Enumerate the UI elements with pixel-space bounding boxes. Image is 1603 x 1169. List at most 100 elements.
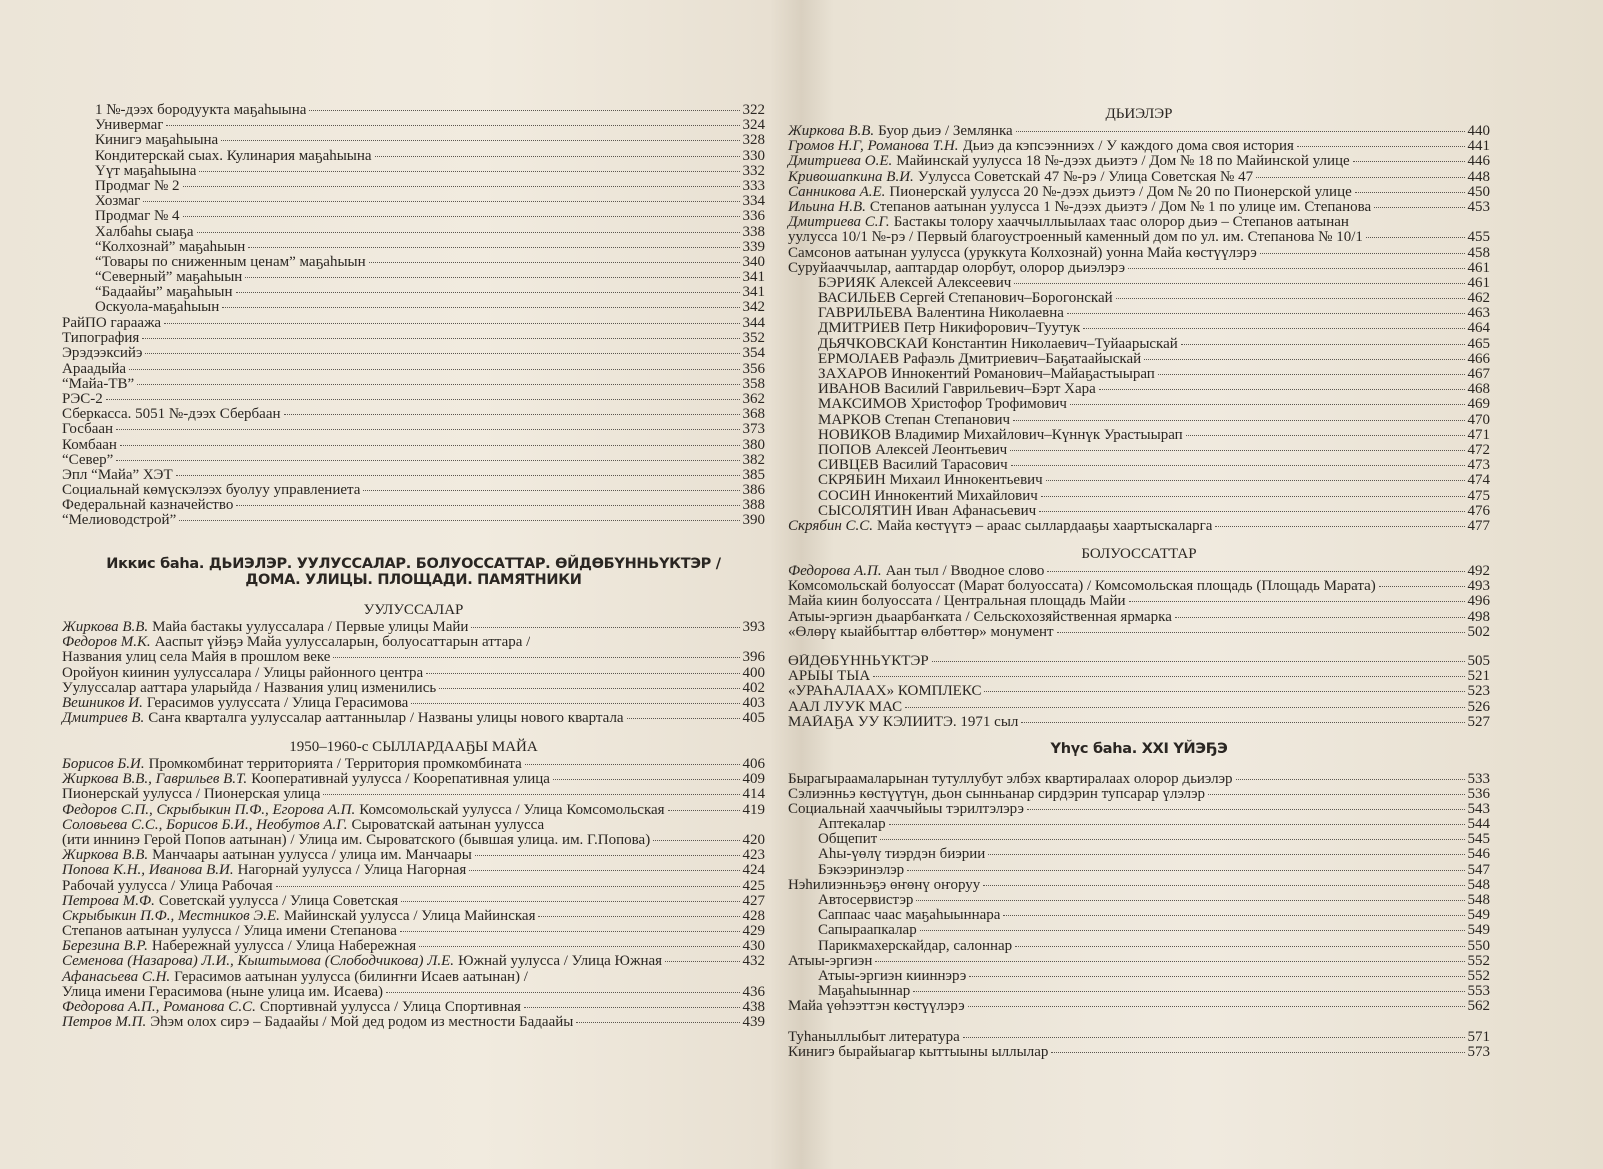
toc-entry: Атыы-эргиэн дьаарбаҥката / Сельскохозяйс…: [788, 609, 1490, 625]
entry-title: Кинигэ маҕаһыына: [95, 133, 219, 149]
entry-title: Сапыраапкалар: [818, 923, 917, 939]
entry-title: “Бадаайы” маҕаһыын: [95, 285, 233, 301]
entry-title: СИВЦЕВ Василий Тарасович: [818, 458, 1008, 474]
entry-title: уулусса 10/1 №-рэ / Первый благоустроенн…: [788, 230, 1363, 246]
toc-entry: Маҕаһыыннар 553: [788, 983, 1490, 999]
toc-entry: Ильина Н.В. Степанов аатынан уулусса 1 №-…: [788, 199, 1490, 215]
toc-entry: Скрыбыкин П.Ф., Местников Э.Е. Майинскай …: [62, 908, 765, 924]
page-number: 536: [1467, 785, 1491, 802]
toc-section: Үһүс баһа. XXI ҮЙЭҔЭ Бырагыраамаларынан т…: [788, 741, 1491, 1015]
entry-author: Семенова (Назарова) Л.И., Кыштымова (Сло…: [62, 953, 455, 970]
dot-leader: [283, 414, 740, 416]
dot-leader: [222, 307, 740, 309]
entry-title: Бэкээринэлэр: [818, 862, 905, 878]
part-heading-line: Иккис баһа. ДЬИЭЛЭР. УУЛУССАЛАР. БОЛУОСС…: [106, 556, 721, 572]
toc-entry: Комсомольскай болуоссат (Марат болуоссат…: [788, 578, 1490, 594]
dot-leader: [129, 368, 740, 370]
page-number: 427: [742, 892, 766, 909]
entry-title: Госбаан: [62, 422, 114, 438]
dot-leader: [235, 292, 740, 294]
toc-section: 1950–1960-с СЫЛЛАРДААҔЫ МАЙА Борисов Б.И.…: [62, 739, 765, 1030]
entry-title: Пионерскай уулусса / Пионерская улица: [62, 787, 321, 803]
entry-title: Саҥа кварталга уулуссалар ааттаннылар / …: [148, 711, 624, 727]
toc-entry: Соловьева С.С., Борисов Б.И., Необутов А…: [62, 817, 765, 833]
entry-title: Промкомбинат территорията / Территория п…: [148, 757, 522, 772]
dot-leader: [1010, 465, 1465, 467]
page-number: 552: [1467, 952, 1491, 969]
entry-title: Буор дьиэ / Землянка: [878, 124, 1013, 139]
toc-entry: Жиркова В.В. Буор дьиэ / Землянка 440: [788, 123, 1490, 139]
entry-title: Набережнай уулусса / Улица Набережная: [151, 939, 417, 955]
entry-title: Герасимов уулуссата / Улица Герасимова: [146, 695, 409, 711]
toc-entry: СИВЦЕВ Василий Тарасович 473: [788, 457, 1490, 474]
page-number: 441: [1467, 138, 1491, 155]
dot-leader: [875, 960, 1465, 962]
entry-title: Степанов аатынан уулусса 1 №-дээх дьиэтэ…: [869, 199, 1372, 215]
toc-entry: Атыы-эргиэн кииннэрэ 552: [788, 968, 1490, 984]
dot-leader: [1180, 343, 1465, 345]
dot-leader: [426, 672, 740, 674]
toc-entry: СЫСОЛЯТИН Иван Афанасьевич 476: [788, 503, 1490, 519]
entry-title: Кондитерскай сыах. Кулинария маҕаһыына: [95, 148, 372, 164]
toc-entry: Комбаан 380: [62, 437, 765, 453]
dot-leader: [931, 661, 1465, 662]
toc-section: Туһаныллыбыт литература 571 Кинигэ бырайыа…: [788, 1029, 1490, 1060]
page-number: 464: [1467, 320, 1491, 337]
entry-title: Майа үөһээттэн көстүүлэрэ: [788, 999, 965, 1015]
page-number: 549: [1467, 907, 1491, 924]
dot-leader: [1128, 267, 1465, 269]
page-number: 521: [1467, 668, 1491, 685]
page-number: 406: [742, 756, 766, 772]
dot-leader: [182, 185, 740, 187]
page-number: 548: [1467, 892, 1491, 908]
dot-leader: [880, 839, 1465, 841]
entry-title: Сыроватскай аатынан уулусса: [351, 817, 545, 833]
dot-leader: [386, 991, 740, 993]
page-number: 334: [742, 193, 766, 210]
page-number: 354: [742, 345, 766, 362]
page-number: 533: [1467, 770, 1491, 787]
entry-title: Туһаныллыбыт литература: [788, 1030, 960, 1045]
entry-title: Пионерскай уулусса 20 №-дээх дьиэтэ / До…: [889, 184, 1352, 200]
page-number: 505: [1467, 653, 1491, 669]
toc-entry: СОСИН Иннокентий Михайлович 475: [788, 487, 1491, 504]
dot-leader: [275, 885, 740, 887]
toc-entry: ИВАНОВ Василий Гаврильевич–Бэрт Хара 468: [788, 381, 1490, 397]
page-number: 430: [742, 938, 766, 955]
dot-leader: [164, 323, 740, 324]
dot-leader: [399, 931, 740, 933]
toc-entry: Үүт маҕаһыына 332: [62, 163, 765, 179]
entry-title: Атыы-эргиэн кииннэрэ: [818, 968, 967, 984]
toc-entry: Сберкасса. 5051 №-дээх Сбербаан 368: [62, 406, 765, 422]
page-number: 470: [1467, 411, 1491, 428]
entry-title: ЗАХАРОВ Иннокентий Романович–Майаҕастыыр…: [818, 367, 1155, 382]
entry-title: Аһы-үөлү тиэрдэн биэрии: [818, 847, 986, 863]
page-number: 402: [742, 679, 766, 696]
entry-title: Федеральнай казначейство: [62, 498, 234, 514]
page-number: 339: [742, 238, 766, 255]
toc-entry: Нэһилиэнньэҕэ өҥөнү оҥоруу 548: [788, 877, 1490, 893]
page-number: 547: [1467, 861, 1491, 878]
dot-leader: [653, 839, 740, 841]
page-number: 340: [742, 253, 766, 270]
dot-leader: [1115, 298, 1465, 300]
page-number: 475: [1467, 487, 1491, 504]
entry-title: Спортивнай уулусса / Улица Спортивная: [259, 1000, 521, 1015]
dot-leader: [967, 1006, 1465, 1008]
toc-entry: “Колхознай” маҕаһыын 339: [62, 238, 766, 255]
entry-author: Федоров М.К.: [62, 634, 151, 651]
toc-entry: Бэкээринэлэр 547: [788, 861, 1491, 878]
page-number: 439: [742, 1014, 766, 1031]
toc-entry: Майа киин болуоссата / Центральная площа…: [788, 594, 1490, 609]
dot-leader: [1374, 206, 1465, 208]
dot-leader: [888, 824, 1465, 826]
page-number: 463: [1467, 305, 1491, 322]
page-number: 502: [1467, 623, 1491, 640]
entry-title: Майинскай уулусса 18 №-дээх дьиэтэ / Дом…: [896, 154, 1350, 170]
dot-leader: [1235, 778, 1465, 780]
entry-title: Степанов аатынан уулусса / Улица имени С…: [62, 924, 397, 940]
toc-entry: Саппаас чаас маҕаһыыннара 549: [788, 907, 1491, 924]
entry-author: Попова К.Н., Иванова В.И.: [62, 862, 234, 879]
entry-title: Улица имени Герасимова (ныне улица им. И…: [62, 984, 384, 1000]
toc-entry: Аптекалар 544: [788, 816, 1490, 832]
